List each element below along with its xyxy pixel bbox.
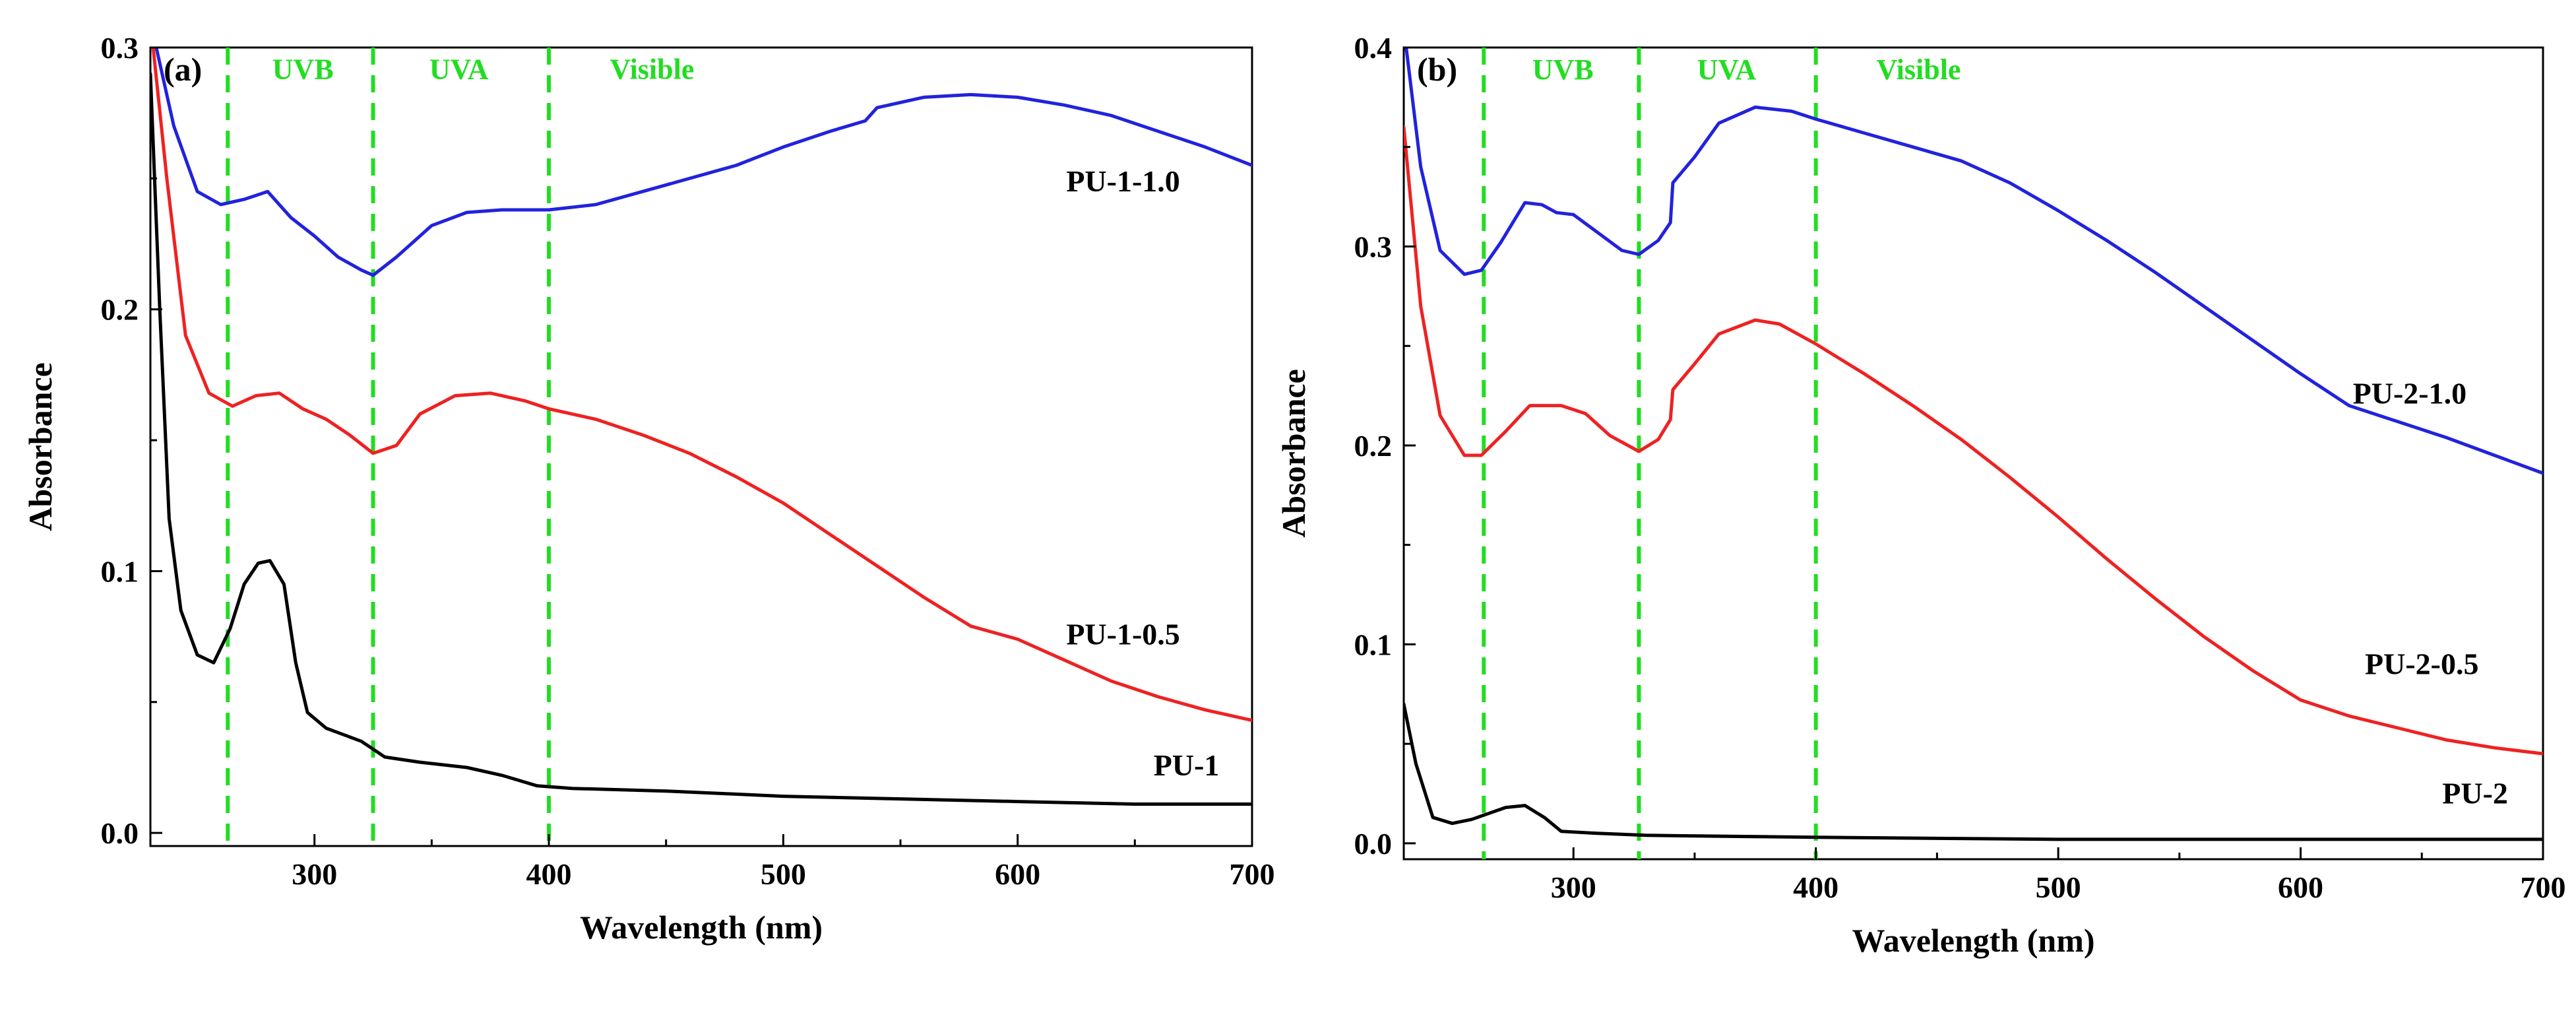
x-tick-label: 600 — [2278, 870, 2323, 904]
x-tick-label: 500 — [761, 857, 806, 891]
y-tick-label: 0.4 — [1354, 31, 1393, 65]
y-tick-label: 0.2 — [101, 293, 139, 327]
curve-labels-b: PU-2-1.0 PU-2-0.5 PU-2 — [2353, 377, 2508, 810]
x-tick-label: 600 — [995, 857, 1040, 891]
series-line-pu-1-0-5 — [151, 48, 1252, 723]
series-lines-b — [1404, 48, 2543, 841]
x-tick-label: 700 — [1230, 857, 1275, 891]
region-label-uvb: UVB — [1532, 53, 1594, 86]
region-labels-a: UVB UVA Visible — [272, 53, 695, 86]
panel-label-a: (a) — [164, 51, 202, 88]
plot-frame-b — [1402, 46, 2544, 861]
region-label-uva: UVA — [429, 53, 489, 86]
x-axis-title-a: Wavelength (nm) — [580, 909, 823, 946]
x-ticks-b: 300 400 500 600 700 — [1551, 847, 2566, 904]
y-tick-label: 0.1 — [1354, 628, 1393, 661]
x-tick-label: 500 — [2036, 870, 2081, 904]
y-ticks-a: 0.0 0.1 0.2 0.3 — [101, 31, 162, 850]
region-label-visible: Visible — [610, 53, 694, 86]
plot-frame-a — [149, 46, 1253, 847]
curve-label-pu-2-0-5: PU-2-0.5 — [2365, 647, 2478, 681]
curve-label-pu-2-1-0: PU-2-1.0 — [2353, 377, 2466, 410]
region-labels-b: UVB UVA Visible — [1532, 53, 1961, 86]
panel-a: UVB UVA Visible PU-1-1.0 PU-1-0.5 PU-1 300 40… — [22, 31, 1275, 946]
panel-label-b: (b) — [1417, 51, 1457, 88]
panel-b: UVB UVA Visible PU-2-1.0 PU-2-0.5 PU-2 300 40… — [1275, 31, 2566, 959]
curve-label-pu-1: PU-1 — [1154, 748, 1220, 782]
curve-label-pu-1-1-0: PU-1-1.0 — [1066, 164, 1179, 198]
y-tick-label: 0.0 — [101, 816, 139, 850]
series-line-pu-2-0-5 — [1404, 125, 2543, 756]
series-line-pu-2-1-0 — [1404, 48, 2543, 475]
x-tick-label: 400 — [1793, 870, 1838, 904]
series-line-pu-1 — [150, 72, 1252, 806]
region-label-uvb: UVB — [272, 53, 334, 86]
series-line-pu-1-1-0 — [154, 48, 1252, 277]
y-tick-label: 0.2 — [1354, 429, 1393, 463]
x-ticks-a: 300 400 500 600 700 — [292, 834, 1275, 891]
x-tick-label: 300 — [1551, 870, 1596, 904]
y-axis-title-a: Absorbance — [22, 362, 59, 531]
series-lines-a — [150, 48, 1252, 806]
x-tick-label: 700 — [2521, 870, 2566, 904]
x-tick-label: 400 — [526, 857, 572, 891]
series-line-pu-2 — [1404, 702, 2543, 841]
curve-label-pu-1-0-5: PU-1-0.5 — [1066, 618, 1179, 651]
region-label-uva: UVA — [1697, 53, 1757, 86]
curve-label-pu-2: PU-2 — [2442, 777, 2508, 810]
y-axis-title-b: Absorbance — [1275, 369, 1312, 538]
y-tick-label: 0.3 — [101, 31, 139, 65]
x-tick-label: 300 — [292, 857, 337, 891]
region-lines-a — [226, 48, 551, 846]
region-label-visible: Visible — [1877, 53, 1961, 86]
y-tick-label: 0.1 — [101, 554, 139, 588]
curve-labels-a: PU-1-1.0 PU-1-0.5 PU-1 — [1066, 164, 1219, 782]
y-ticks-b: 0.0 0.1 0.2 0.3 0.4 — [1354, 31, 1416, 861]
y-tick-label: 0.3 — [1354, 230, 1393, 263]
y-tick-label: 0.0 — [1354, 827, 1393, 861]
x-axis-title-b: Wavelength (nm) — [1852, 922, 2094, 959]
region-lines-b — [1482, 48, 1818, 859]
